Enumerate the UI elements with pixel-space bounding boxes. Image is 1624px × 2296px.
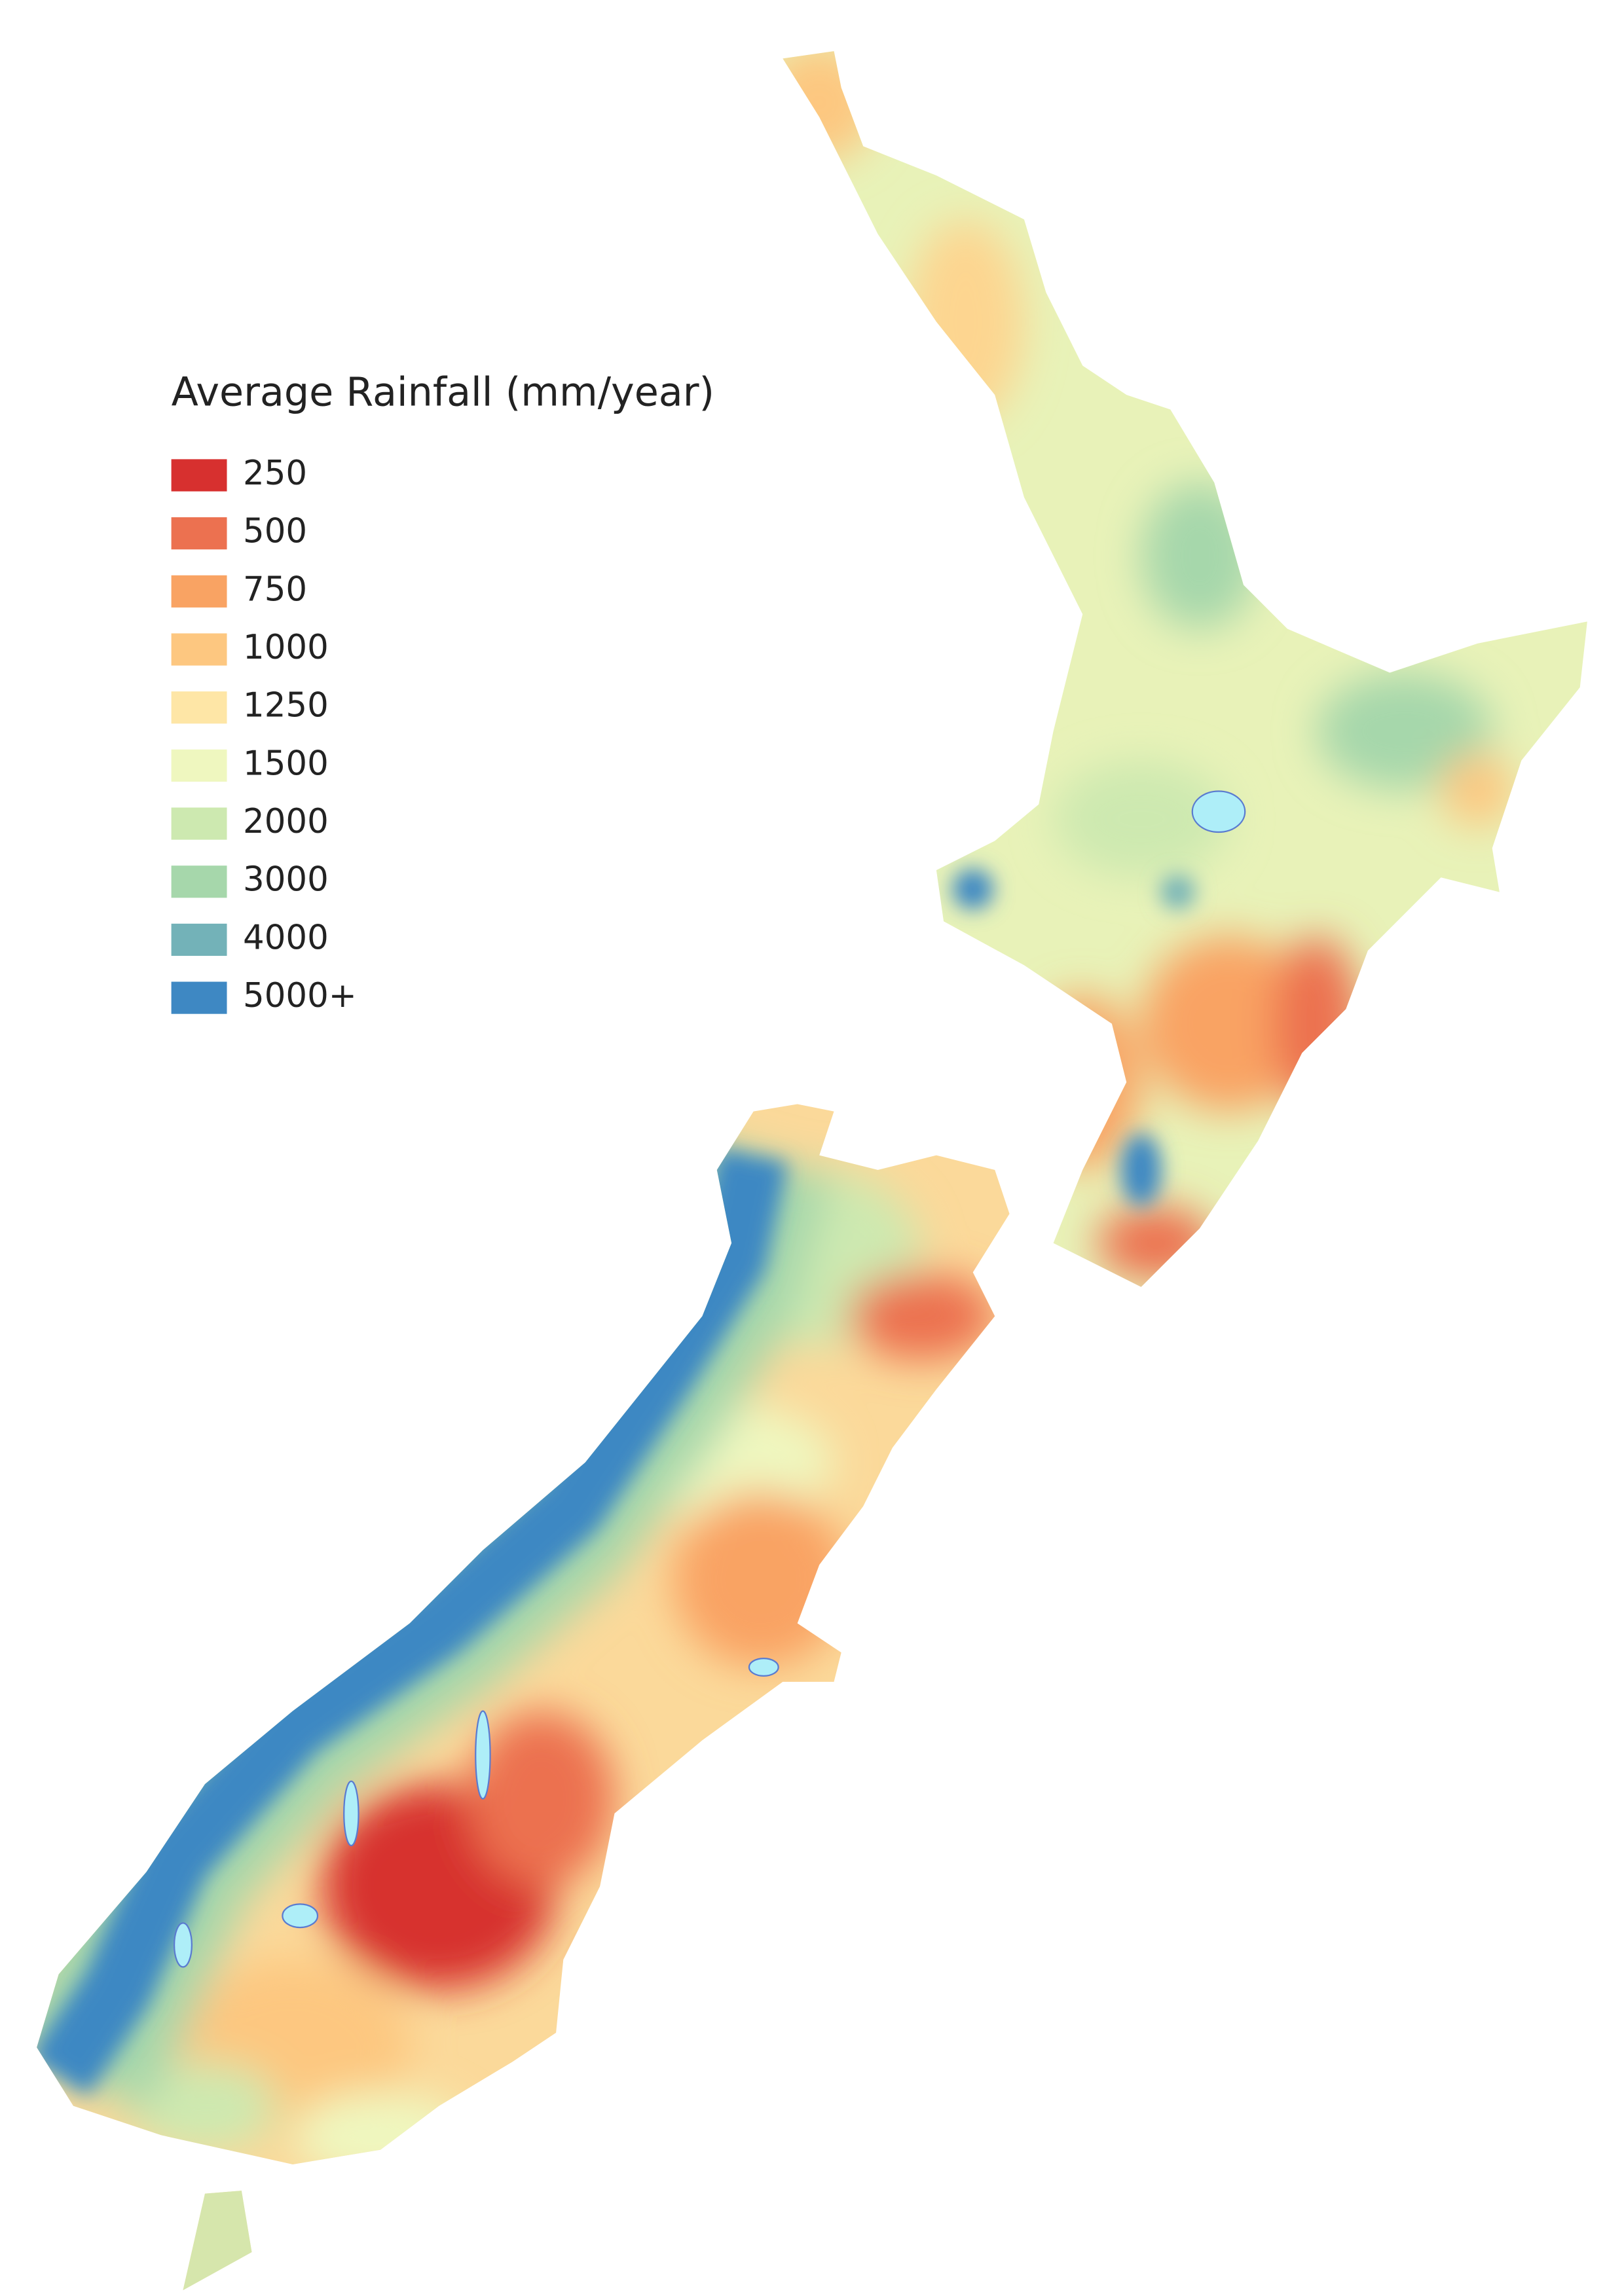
south-island: [37, 1104, 1010, 2291]
legend-swatch: [171, 459, 227, 492]
legend-swatch: [171, 633, 227, 666]
legend-label: 1000: [243, 628, 329, 667]
legend-label: 750: [243, 570, 307, 609]
legend-label: 3000: [243, 860, 329, 900]
lake: [282, 1903, 319, 1929]
legend-swatch: [171, 517, 227, 550]
lake: [343, 1780, 360, 1847]
wet-spots: [952, 868, 1196, 1207]
legend-label: 250: [243, 454, 307, 493]
legend-swatch: [171, 575, 227, 608]
lake: [475, 1710, 491, 1800]
legend-label: 500: [243, 512, 307, 551]
legend-label: 4000: [243, 918, 329, 957]
legend-label: 1250: [243, 686, 329, 725]
legend-label: 2000: [243, 802, 329, 841]
north-island: [783, 51, 1587, 1287]
legend-swatch: [171, 807, 227, 840]
legend-swatch: [171, 981, 227, 1014]
legend-swatch: [171, 866, 227, 898]
lake: [1191, 790, 1246, 833]
legend-label: 5000+: [243, 976, 357, 1015]
legend-swatch: [171, 749, 227, 782]
legend: Average Rainfall (mm/year) 250 500 750 1000…: [172, 370, 714, 1015]
legend-swatch: [171, 691, 227, 724]
land-base: [783, 51, 1587, 1287]
legend-label: 1500: [243, 744, 329, 783]
lake: [748, 1657, 779, 1677]
lake: [173, 1922, 193, 1968]
legend-title: Average Rainfall (mm/year): [172, 370, 714, 416]
lakes: [173, 1657, 779, 1968]
legend-swatch: [171, 923, 227, 956]
stewart-island: [183, 2191, 252, 2291]
